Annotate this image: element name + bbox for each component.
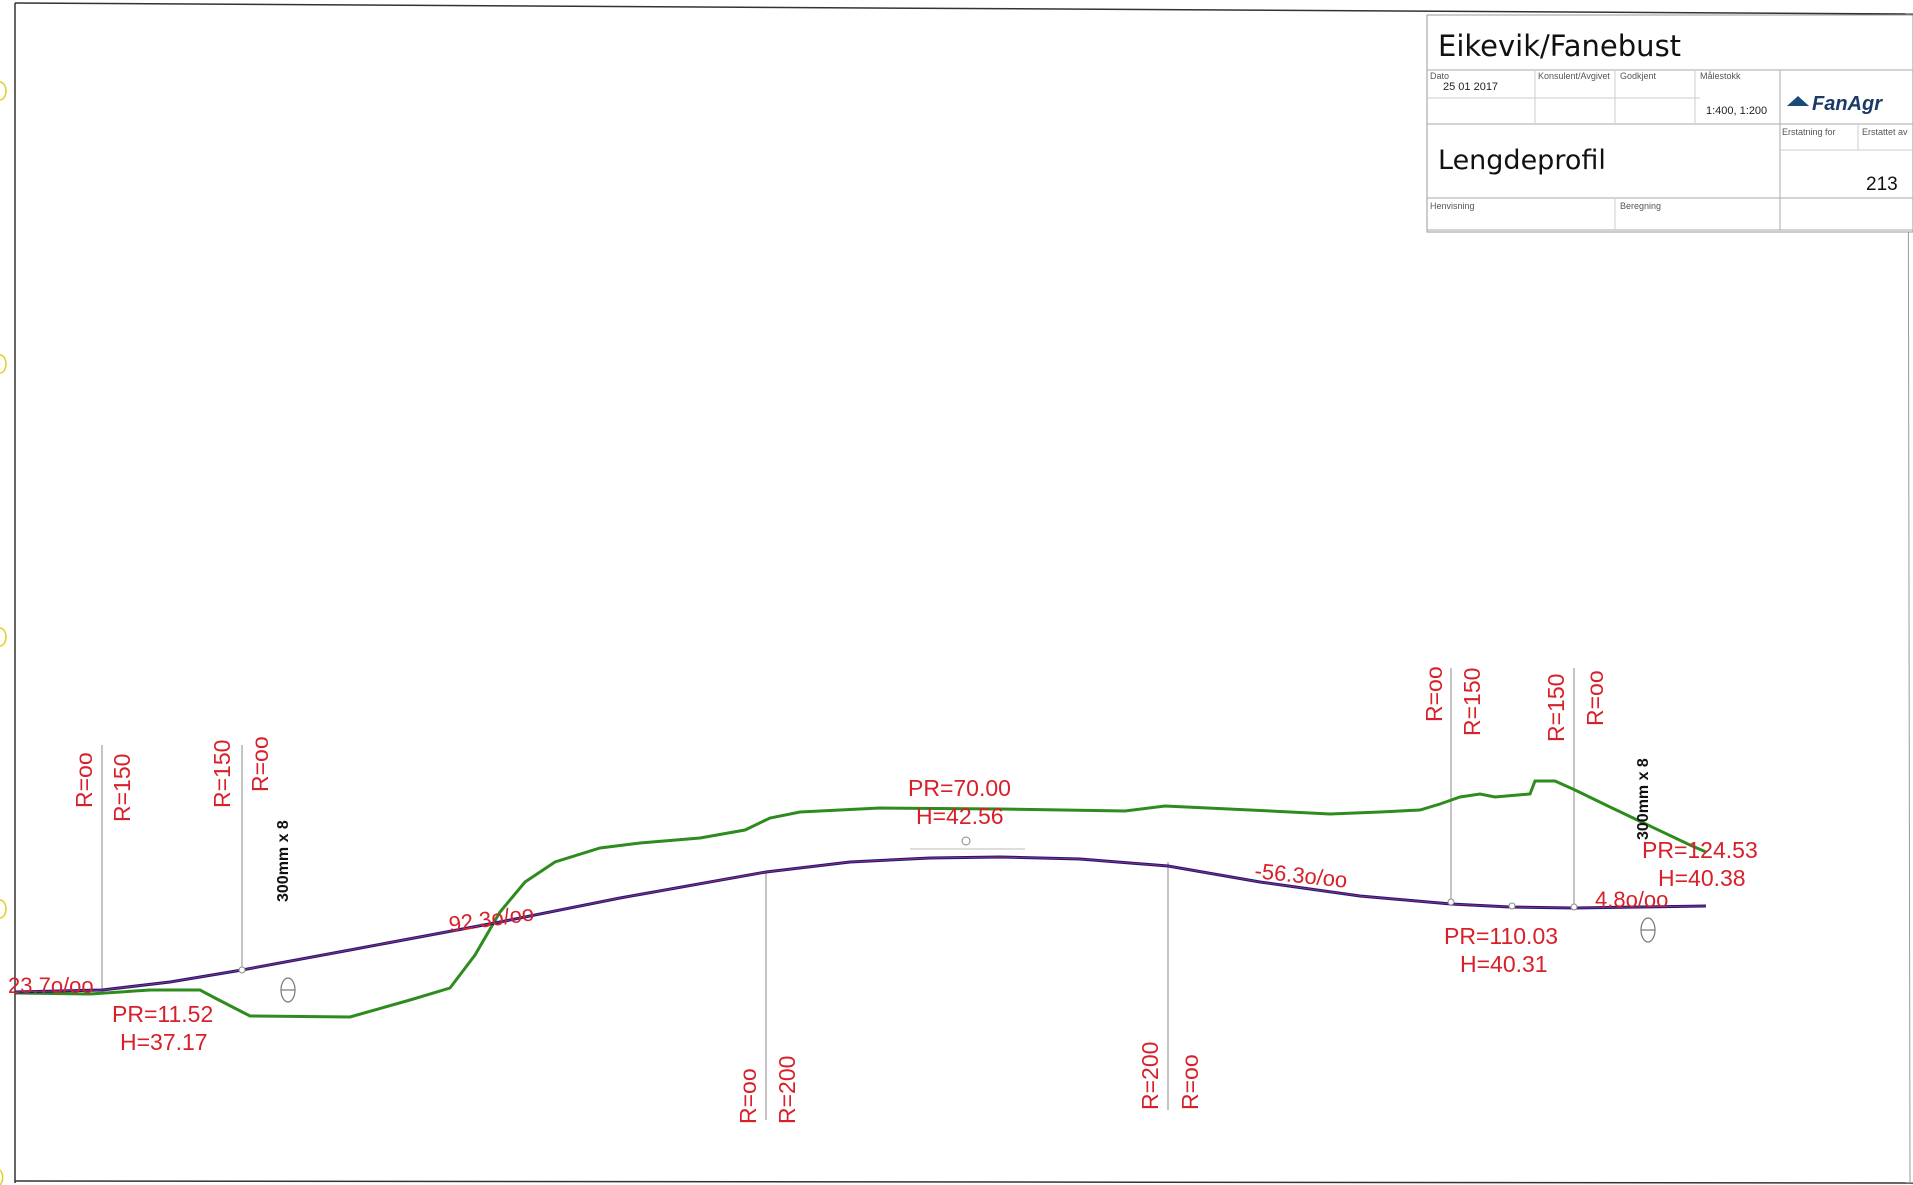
radius-label: R=oo bbox=[247, 736, 273, 792]
grade-label: 23.7o/oo bbox=[8, 973, 94, 998]
vertex-marker-icon bbox=[238, 966, 246, 974]
title-block: Eikevik/Fanebust Dato 25 01 2017 Konsule… bbox=[1426, 14, 1913, 233]
beregning-label: Beregning bbox=[1620, 201, 1661, 211]
erstatning-label: Erstatning for bbox=[1782, 127, 1836, 137]
terrain-profile-line bbox=[14, 779, 1707, 1019]
station-label: PR=124.53 bbox=[1642, 837, 1758, 863]
vertex-markers bbox=[238, 836, 1578, 974]
frame-top-border bbox=[14, 2, 1913, 15]
vertex-marker-icon bbox=[1447, 898, 1455, 906]
station-label: PR=70.00 bbox=[908, 775, 1011, 801]
konsulent-label: Konsulent/Avgivet bbox=[1538, 71, 1610, 81]
drawing-number: 213 bbox=[1866, 174, 1898, 195]
radius-label: R=150 bbox=[109, 754, 135, 822]
vertex-marker-icon bbox=[1570, 903, 1578, 911]
grade-label: -56.3o/oo bbox=[1253, 858, 1348, 893]
project-title: Eikevik/Fanebust bbox=[1438, 29, 1681, 63]
culvert-icon bbox=[1640, 917, 1656, 943]
culvert-icon bbox=[280, 977, 296, 1003]
radius-label: R=oo bbox=[1421, 666, 1447, 722]
radius-label: R=oo bbox=[1582, 670, 1608, 726]
godkjent-label: Godkjent bbox=[1620, 71, 1657, 81]
logo-triangle-icon bbox=[1787, 96, 1809, 106]
radius-label: R=150 bbox=[1543, 674, 1569, 742]
station-label: PR=11.52 bbox=[112, 1001, 213, 1027]
height-label: H=40.38 bbox=[1658, 865, 1746, 891]
frame-bottom-border bbox=[14, 1180, 1913, 1184]
company-logo: FanAgr bbox=[1812, 93, 1883, 115]
radius-label: R=oo bbox=[71, 752, 97, 808]
station-label: PR=110.03 bbox=[1444, 923, 1558, 949]
scale-value: 1:400, 1:200 bbox=[1706, 105, 1767, 117]
road-design-line-red-overlay bbox=[14, 856, 1707, 993]
date-value: 25 01 2017 bbox=[1443, 81, 1498, 93]
henvisning-label: Henvisning bbox=[1430, 201, 1475, 211]
date-label: Dato bbox=[1430, 71, 1449, 81]
radius-label: R=200 bbox=[774, 1056, 800, 1124]
radius-label: R=200 bbox=[1137, 1042, 1163, 1110]
radius-label: R=oo bbox=[1177, 1054, 1203, 1110]
height-label: H=37.17 bbox=[120, 1029, 208, 1055]
margin-marks bbox=[0, 81, 7, 1185]
height-label: H=42.56 bbox=[916, 803, 1004, 829]
drawing-title: Lengdeprofil bbox=[1438, 145, 1606, 176]
radius-label: R=oo bbox=[735, 1068, 761, 1124]
vertex-marker-icon bbox=[1508, 902, 1516, 910]
grade-label: 4.8o/oo bbox=[1595, 887, 1668, 912]
erstattet-label: Erstattet av bbox=[1862, 127, 1908, 137]
vertex-marker-icon bbox=[961, 836, 971, 846]
scale-label: Målestokk bbox=[1700, 71, 1741, 81]
culvert-label: 300mm x 8 bbox=[275, 820, 292, 902]
grade-label: 92.3o/oo bbox=[447, 900, 535, 937]
radius-label: R=150 bbox=[209, 740, 235, 808]
height-label: H=40.31 bbox=[1460, 951, 1548, 977]
radius-label: R=150 bbox=[1459, 668, 1485, 736]
culvert-label: 300mm x 8 bbox=[1635, 758, 1652, 840]
